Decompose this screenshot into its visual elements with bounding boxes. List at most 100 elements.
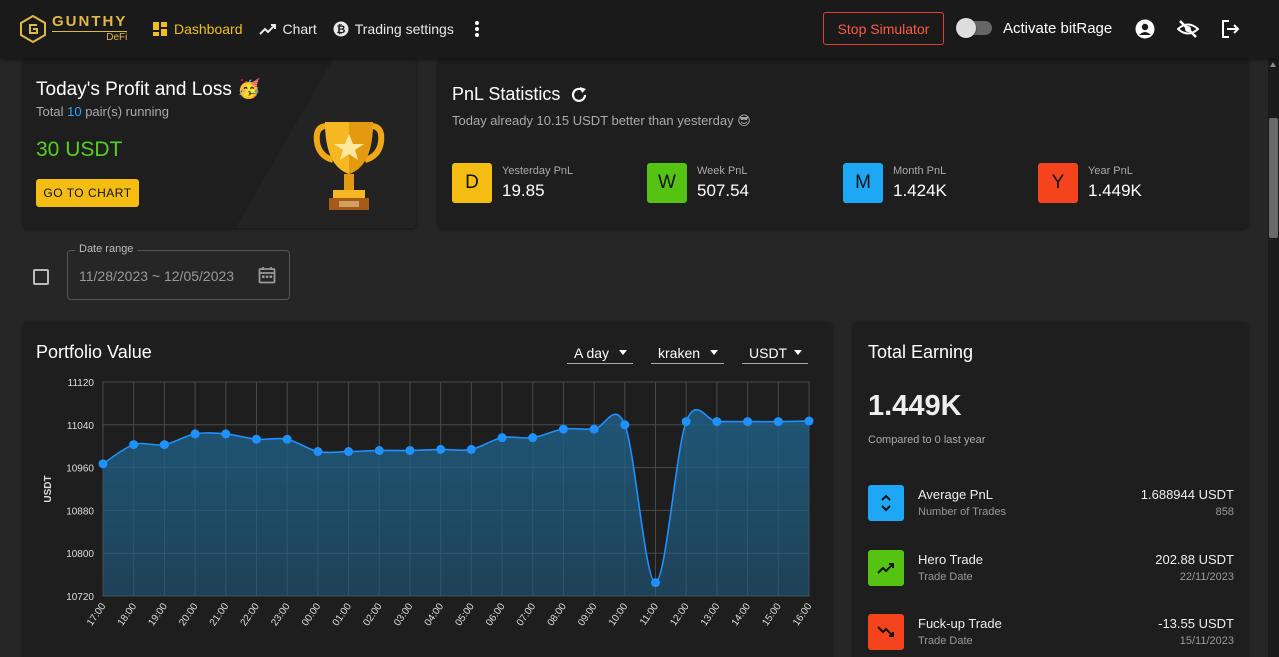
nav-trading-settings-label: Trading settings [354,21,454,37]
data-point [620,420,630,430]
fuckup-trade-sub: Trade Date [918,635,973,647]
data-point [804,416,814,426]
bitrage-toggle[interactable] [956,18,992,38]
y-tick-label: 10800 [66,549,94,560]
profit-card-title-text: Today's Profit and Loss [36,79,232,100]
x-tick-label: 23:00 [269,601,293,628]
calendar-icon[interactable] [258,266,276,284]
page-scrollbar[interactable] [1268,58,1279,657]
stat-month-value: 1.424K [893,181,947,200]
x-tick-label: 09:00 [576,601,600,628]
unfold-icon [881,494,891,512]
x-tick-label: 15:00 [760,601,784,628]
y-tick-label: 11040 [67,421,95,432]
nav-chart[interactable]: Chart [258,21,317,37]
data-point [313,447,323,457]
pairs-running-text: Total 10 pair(s) running [36,104,169,119]
portfolio-title: Portfolio Value [36,342,152,362]
logo-main-text: GUNTHY [52,13,128,30]
nav-dashboard-label: Dashboard [174,21,243,37]
date-range-value: 11/28/2023 ~ 12/05/2023 [79,268,235,284]
stat-year: Y Year PnL 1.449K [1038,163,1142,203]
data-point [436,444,446,454]
date-range-checkbox[interactable] [33,269,49,285]
more-vertical-icon [474,21,479,37]
x-tick-label: 07:00 [515,601,539,628]
average-pnl-sub: Number of Trades [918,506,1007,518]
date-range-label: Date range [75,243,138,255]
data-point [190,429,200,439]
nav-trading-settings[interactable]: ₿ Trading settings [333,21,454,37]
top-bar: GUNTHY DeFi Dashboard Chart ₿ Trading se… [0,0,1279,58]
x-tick-label: 16:00 [791,601,815,628]
y-tick-label: 10720 [66,592,94,603]
go-to-chart-button[interactable]: GO TO CHART [36,179,139,207]
nav-dashboard[interactable]: Dashboard [152,21,243,37]
pnl-statistics-card: PnL Statistics Today already 10.15 USDT … [438,58,1248,228]
y-tick-label: 11120 [68,378,95,389]
stat-week-label: Week PnL [697,165,748,177]
dashboard-icon [153,22,167,36]
hero-trade-date: 22/11/2023 [1179,571,1234,583]
exchange-select[interactable]: kraken [651,342,724,364]
profit-card-title: Today's Profit and Loss 🥳 [36,77,261,101]
data-point [681,417,691,427]
nav-chart-label: Chart [282,21,317,37]
total-earning-value: 1.449K [868,390,962,422]
scroll-up-icon[interactable] [1270,62,1276,67]
currency-select-value: USDT [749,344,788,361]
more-menu-button[interactable] [474,20,486,38]
stat-week-value: 507.54 [697,181,749,200]
total-earning-compare: Compared to 0 last year [868,434,986,446]
x-tick-label: 17:00 [85,601,109,628]
chevron-down-icon [794,350,802,355]
account-icon[interactable] [1135,19,1155,39]
x-tick-label: 03:00 [392,601,416,628]
fuckup-trade-value: -13.55 USDT [1158,616,1234,631]
stop-simulator-button[interactable]: Stop Simulator [823,12,944,45]
data-point [129,440,139,450]
fuckup-trade-date: 15/11/2023 [1179,635,1234,647]
trending-up-icon [258,24,276,35]
data-point [159,440,169,450]
pairs-suffix: pair(s) running [85,104,170,119]
x-tick-label: 10:00 [607,601,631,628]
logo[interactable]: GUNTHY DeFi [20,13,128,43]
series-area [103,409,809,596]
logout-icon[interactable] [1221,19,1241,39]
portfolio-chart: 10720 10800 10880 10960 11040 11120 17:00 18:00… [43,378,815,628]
hero-trade-label: Hero Trade [918,552,984,567]
data-point [466,444,476,454]
data-point [651,578,661,588]
todays-profit-card: Today's Profit and Loss 🥳 Total 10 pair(… [23,58,416,228]
exchange-select-value: kraken [658,344,701,361]
y-axis-label: USDT [43,475,54,502]
bitrage-toggle-label: Activate bitRage [1003,20,1113,37]
date-range-field[interactable]: Date range 11/28/2023 ~ 12/05/2023 [67,243,290,300]
stat-month: M Month PnL 1.424K [843,163,947,203]
x-tick-label: 21:00 [208,601,232,628]
gunthy-logo-icon [20,14,46,43]
trending-up-icon [877,563,894,574]
average-pnl-label: Average PnL [918,487,993,502]
x-tick-label: 05:00 [453,601,477,628]
party-emoji: 🥳 [237,79,261,100]
portfolio-value-card: 10720 10800 10880 10960 11040 11120 17:00 18:00… [23,322,832,657]
x-tick-label: 11:00 [638,601,661,628]
stat-month-badge: M [843,163,883,203]
trophy-icon [313,122,385,210]
bitcoin-icon: ₿ [333,21,349,37]
average-pnl-row: Average PnL Number of Trades 1.688944 US… [868,485,1234,521]
fuckup-trade-badge [868,614,904,650]
refresh-icon[interactable] [570,86,588,104]
scrollbar-thumb[interactable] [1269,118,1278,238]
visibility-off-icon[interactable] [1177,19,1199,39]
stat-year-label: Year PnL [1088,165,1133,177]
data-point [712,417,722,427]
timeframe-select[interactable]: A day [567,342,633,364]
stat-year-value: 1.449K [1088,181,1142,200]
x-tick-label: 13:00 [699,601,723,628]
currency-select[interactable]: USDT [742,342,808,364]
x-tick-label: 01:00 [331,601,355,628]
x-tick-label: 02:00 [361,601,385,628]
